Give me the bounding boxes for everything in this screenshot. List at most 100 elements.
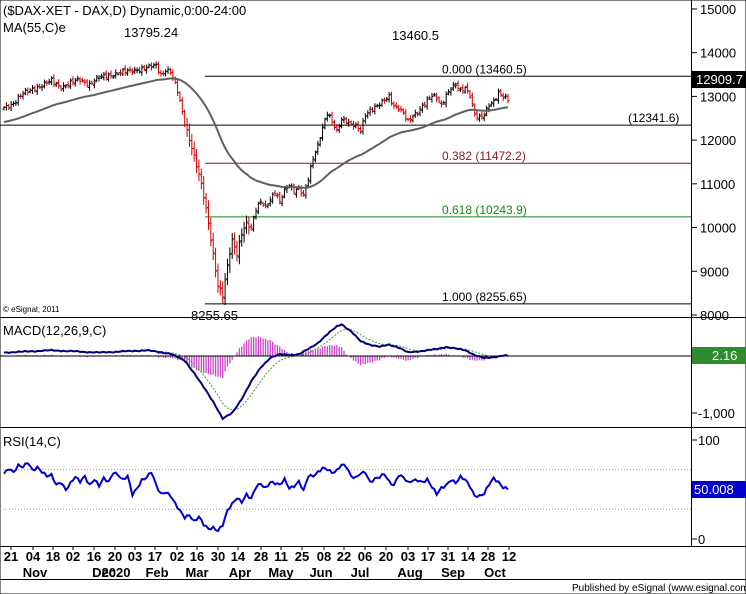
price-bar <box>404 108 408 122</box>
rsi-line <box>3 462 509 533</box>
price-bar <box>244 215 248 234</box>
rsi-axis-ticks: 100 0 <box>691 433 720 547</box>
price-bar <box>425 96 429 110</box>
price-bar <box>466 82 470 94</box>
price-bar <box>399 105 403 113</box>
price-bar <box>504 93 508 100</box>
rsi-value-box <box>692 481 746 498</box>
publisher-footer: Published by eSignal (www.esignal.com) <box>572 583 746 594</box>
price-bar <box>280 194 284 207</box>
price-bar <box>428 95 432 101</box>
price-panel: 0.000 (13460.5) (12341.6) 0.382 (11472.2) 0… <box>0 2 746 323</box>
price-bar <box>254 207 258 220</box>
price-bar <box>328 113 332 118</box>
date-tick-label: 31 <box>441 549 455 564</box>
price-bar <box>437 96 441 104</box>
fib-level-label: 0.000 (13460.5) <box>442 62 527 76</box>
price-bar <box>470 92 474 108</box>
price-bar <box>496 88 500 104</box>
price-bar <box>204 192 208 214</box>
price-bar <box>149 62 153 71</box>
rsi-tick-label: 100 <box>698 433 720 448</box>
month-label: Feb <box>145 565 168 580</box>
price-bar <box>409 115 413 123</box>
price-bar <box>152 62 156 69</box>
price-bar <box>397 104 401 113</box>
price-bar <box>271 192 275 204</box>
price-bar <box>225 258 229 285</box>
price-bar <box>442 100 446 105</box>
fib-level-label: (12341.6) <box>628 111 679 125</box>
price-bar <box>73 77 77 87</box>
fibonacci-levels: 0.000 (13460.5) (12341.6) 0.382 (11472.2) 0… <box>0 62 691 305</box>
fib-level-label: 0.382 (11472.2) <box>442 149 526 163</box>
price-bar <box>102 71 106 81</box>
price-bar <box>64 84 68 89</box>
price-bar <box>247 216 251 235</box>
price-bar <box>126 68 130 76</box>
date-tick-label: 03 <box>401 549 415 564</box>
price-bar <box>499 88 503 97</box>
price-bar <box>28 88 32 94</box>
price-bar <box>97 75 101 82</box>
price-bar <box>242 221 246 243</box>
price-bar <box>159 69 163 77</box>
price-bar <box>59 85 63 92</box>
price-bar <box>240 228 244 247</box>
price-tick-label: 10000 <box>700 221 736 236</box>
price-bar <box>33 85 37 93</box>
price-bar <box>206 200 210 231</box>
month-label: Apr <box>229 565 251 580</box>
price-bar <box>435 92 439 103</box>
price-axis-ticks: 15000 14000 13000 12000 11000 10000 9000 8000 <box>691 2 736 323</box>
price-bar <box>45 80 49 86</box>
price-bar <box>477 113 481 122</box>
month-label: Mar <box>185 565 208 580</box>
date-tick-label: 16 <box>87 549 101 564</box>
price-bar <box>145 64 149 74</box>
price-bar <box>439 100 443 108</box>
price-bar <box>318 136 322 147</box>
price-bar <box>432 92 436 97</box>
price-bar <box>138 67 142 74</box>
price-tick-label: 14000 <box>700 46 736 61</box>
month-label: Jul <box>351 565 370 580</box>
price-bar <box>23 87 27 96</box>
price-bar <box>266 203 270 209</box>
date-tick-label: 28 <box>481 549 495 564</box>
price-bar <box>387 91 391 103</box>
price-bar <box>292 183 296 195</box>
price-bar <box>76 75 80 82</box>
price-bar <box>325 111 329 122</box>
price-bar <box>114 69 118 79</box>
rsi-title: RSI(14,C) <box>3 434 61 449</box>
price-bar <box>221 281 225 304</box>
price-bar <box>332 119 336 131</box>
chart-title: ($DAX-XET - DAX,D) Dynamic,0:00-24:00 <box>3 3 246 18</box>
price-bar <box>133 66 137 75</box>
price-bar <box>118 69 122 77</box>
macd-panel: -1,000 MACD(12,26,9,C) 2.16 <box>0 323 746 421</box>
price-bar <box>99 73 103 80</box>
price-bar <box>394 102 398 110</box>
price-bar <box>413 109 417 119</box>
price-bar <box>268 196 272 207</box>
price-bar <box>416 111 420 117</box>
rsi-tick-label: 0 <box>698 532 705 547</box>
price-bar <box>38 83 42 89</box>
price-bar <box>283 186 287 199</box>
price-bar <box>340 117 344 129</box>
price-bar <box>52 74 56 87</box>
rsi-value-badge: 50.008 <box>692 481 746 498</box>
price-bar <box>321 123 325 141</box>
month-label: May <box>268 565 294 580</box>
price-bar <box>463 86 467 94</box>
rsi-levels <box>0 469 691 510</box>
price-bar <box>256 201 260 215</box>
price-bar <box>54 81 58 87</box>
price-bar <box>116 72 120 76</box>
date-tick-label: 03 <box>128 549 142 564</box>
price-bar <box>42 79 46 89</box>
date-tick-label: 14 <box>231 549 246 564</box>
month-label: Sep <box>441 565 465 580</box>
